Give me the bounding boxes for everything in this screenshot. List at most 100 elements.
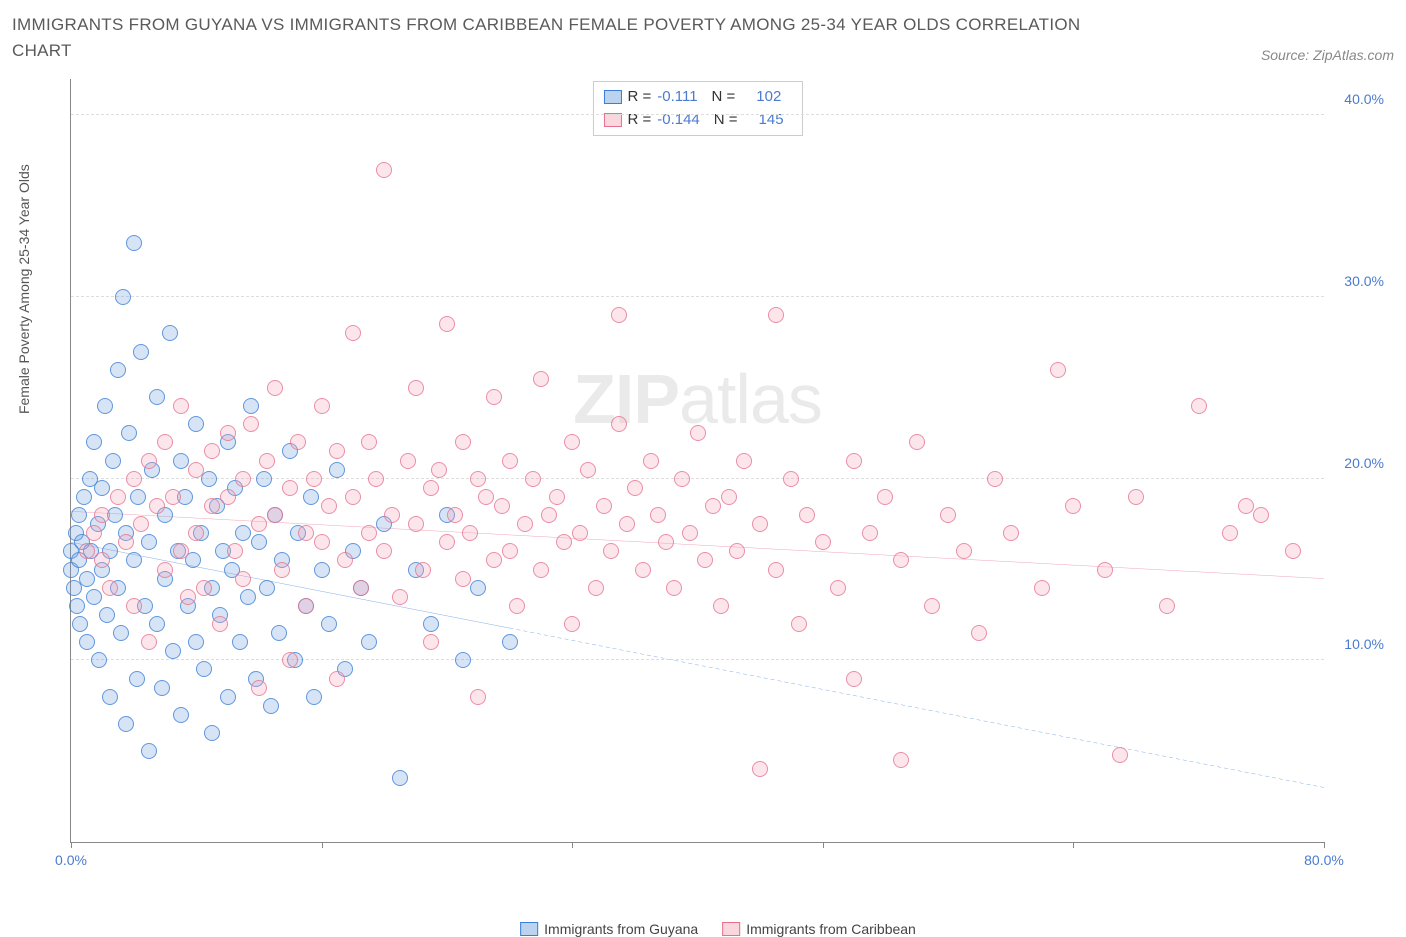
scatter-point-caribbean [306, 471, 322, 487]
scatter-point-caribbean [643, 453, 659, 469]
scatter-point-caribbean [541, 507, 557, 523]
scatter-point-caribbean [345, 489, 361, 505]
scatter-point-caribbean [141, 634, 157, 650]
legend-swatch-caribbean [722, 922, 740, 936]
scatter-point-caribbean [846, 453, 862, 469]
scatter-point-caribbean [556, 534, 572, 550]
xtick-label: 80.0% [1304, 852, 1344, 868]
scatter-point-guyana [165, 643, 181, 659]
scatter-point-caribbean [220, 425, 236, 441]
scatter-point-caribbean [384, 507, 400, 523]
scatter-point-caribbean [690, 425, 706, 441]
chart-title: IMMIGRANTS FROM GUYANA VS IMMIGRANTS FRO… [12, 12, 1112, 63]
scatter-point-caribbean [337, 552, 353, 568]
n-value-guyana: 102 [741, 86, 789, 109]
scatter-point-caribbean [572, 525, 588, 541]
scatter-point-caribbean [86, 525, 102, 541]
scatter-point-caribbean [243, 416, 259, 432]
scatter-point-caribbean [1159, 598, 1175, 614]
scatter-point-caribbean [799, 507, 815, 523]
stats-row-caribbean: R = -0.144 N = 145 [603, 109, 791, 132]
scatter-point-caribbean [1003, 525, 1019, 541]
scatter-point-caribbean [1128, 489, 1144, 505]
scatter-point-caribbean [149, 498, 165, 514]
scatter-point-guyana [72, 616, 88, 632]
scatter-point-caribbean [447, 507, 463, 523]
scatter-point-caribbean [188, 462, 204, 478]
scatter-point-caribbean [290, 434, 306, 450]
scatter-point-caribbean [329, 443, 345, 459]
scatter-point-caribbean [956, 543, 972, 559]
scatter-point-caribbean [697, 552, 713, 568]
scatter-point-caribbean [1191, 398, 1207, 414]
scatter-point-caribbean [682, 525, 698, 541]
scatter-point-caribbean [400, 453, 416, 469]
scatter-point-guyana [129, 671, 145, 687]
scatter-point-guyana [240, 589, 256, 605]
scatter-point-caribbean [423, 480, 439, 496]
scatter-point-guyana [196, 661, 212, 677]
scatter-point-caribbean [392, 589, 408, 605]
scatter-point-guyana [392, 770, 408, 786]
scatter-point-caribbean [110, 489, 126, 505]
gridline [71, 296, 1324, 297]
scatter-point-caribbean [658, 534, 674, 550]
scatter-point-caribbean [815, 534, 831, 550]
scatter-point-caribbean [314, 398, 330, 414]
scatter-point-guyana [121, 425, 137, 441]
scatter-point-caribbean [102, 580, 118, 596]
scatter-point-caribbean [909, 434, 925, 450]
xtick [823, 842, 824, 848]
scatter-point-caribbean [752, 761, 768, 777]
scatter-point-caribbean [674, 471, 690, 487]
scatter-point-guyana [149, 389, 165, 405]
scatter-point-guyana [94, 480, 110, 496]
scatter-point-guyana [91, 652, 107, 668]
scatter-point-guyana [329, 462, 345, 478]
scatter-point-caribbean [376, 543, 392, 559]
scatter-point-guyana [79, 634, 95, 650]
scatter-point-caribbean [329, 671, 345, 687]
scatter-point-caribbean [376, 162, 392, 178]
n-label-2: N = [714, 109, 738, 132]
scatter-point-guyana [126, 552, 142, 568]
scatter-point-guyana [133, 344, 149, 360]
scatter-point-caribbean [165, 489, 181, 505]
scatter-point-caribbean [94, 507, 110, 523]
scatter-point-caribbean [173, 398, 189, 414]
scatter-point-guyana [314, 562, 330, 578]
scatter-point-caribbean [533, 371, 549, 387]
scatter-point-caribbean [470, 689, 486, 705]
ytick-label: 10.0% [1344, 636, 1384, 652]
scatter-point-caribbean [494, 498, 510, 514]
scatter-point-caribbean [455, 434, 471, 450]
scatter-point-caribbean [431, 462, 447, 478]
scatter-point-caribbean [619, 516, 635, 532]
ytick-label: 30.0% [1344, 273, 1384, 289]
scatter-point-caribbean [1050, 362, 1066, 378]
scatter-point-caribbean [126, 471, 142, 487]
scatter-point-caribbean [1238, 498, 1254, 514]
stats-legend-box: R = -0.111 N = 102 R = -0.144 N = 145 [592, 81, 802, 136]
scatter-point-caribbean [345, 325, 361, 341]
plot-area: ZIPatlas R = -0.111 N = 102 R = -0.144 N… [70, 79, 1324, 843]
scatter-point-caribbean [133, 516, 149, 532]
scatter-point-caribbean [267, 380, 283, 396]
scatter-point-caribbean [196, 580, 212, 596]
scatter-point-guyana [162, 325, 178, 341]
scatter-point-caribbean [274, 562, 290, 578]
r-value-guyana: -0.111 [657, 86, 705, 109]
xtick [1073, 842, 1074, 848]
scatter-point-caribbean [1112, 747, 1128, 763]
xtick [322, 842, 323, 848]
scatter-point-caribbean [525, 471, 541, 487]
scatter-point-caribbean [118, 534, 134, 550]
scatter-point-caribbean [235, 471, 251, 487]
scatter-point-caribbean [227, 543, 243, 559]
source-label: Source: ZipAtlas.com [1261, 47, 1394, 63]
scatter-point-guyana [321, 616, 337, 632]
scatter-point-caribbean [79, 543, 95, 559]
scatter-point-caribbean [157, 562, 173, 578]
r-label-2: R = [627, 109, 651, 132]
scatter-point-guyana [232, 634, 248, 650]
